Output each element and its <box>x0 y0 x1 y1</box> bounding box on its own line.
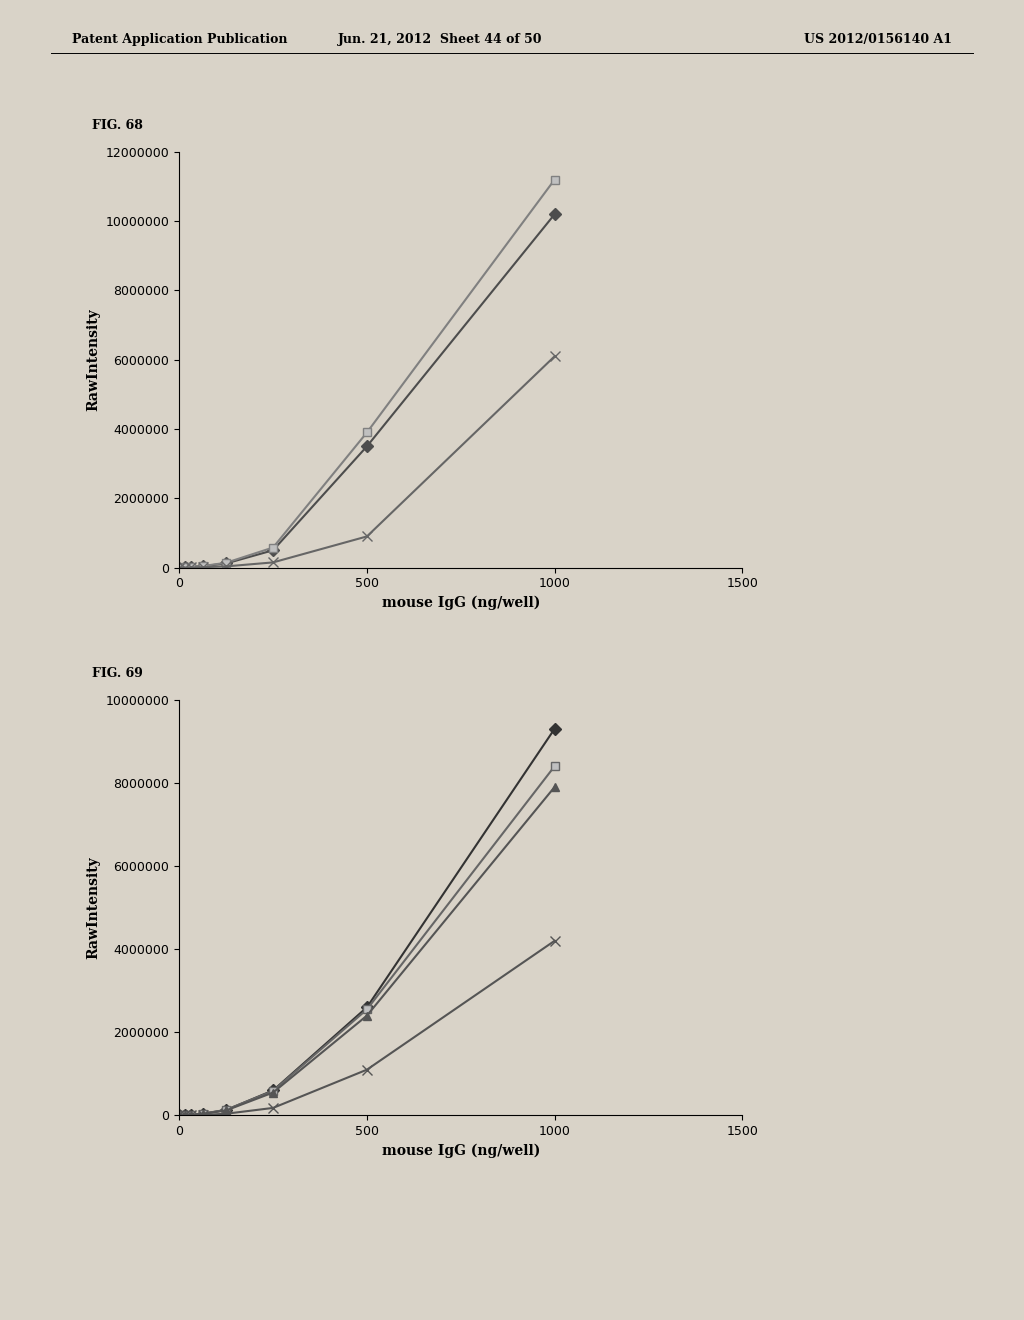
Text: Patent Application Publication: Patent Application Publication <box>72 33 287 46</box>
Text: FIG. 68: FIG. 68 <box>92 119 143 132</box>
Text: Jun. 21, 2012  Sheet 44 of 50: Jun. 21, 2012 Sheet 44 of 50 <box>338 33 543 46</box>
Y-axis label: RawIntensity: RawIntensity <box>86 857 100 958</box>
Y-axis label: RawIntensity: RawIntensity <box>86 309 100 411</box>
Text: FIG. 69: FIG. 69 <box>92 667 143 680</box>
X-axis label: mouse IgG (ng/well): mouse IgG (ng/well) <box>382 595 540 610</box>
X-axis label: mouse IgG (ng/well): mouse IgG (ng/well) <box>382 1143 540 1158</box>
Text: US 2012/0156140 A1: US 2012/0156140 A1 <box>804 33 952 46</box>
